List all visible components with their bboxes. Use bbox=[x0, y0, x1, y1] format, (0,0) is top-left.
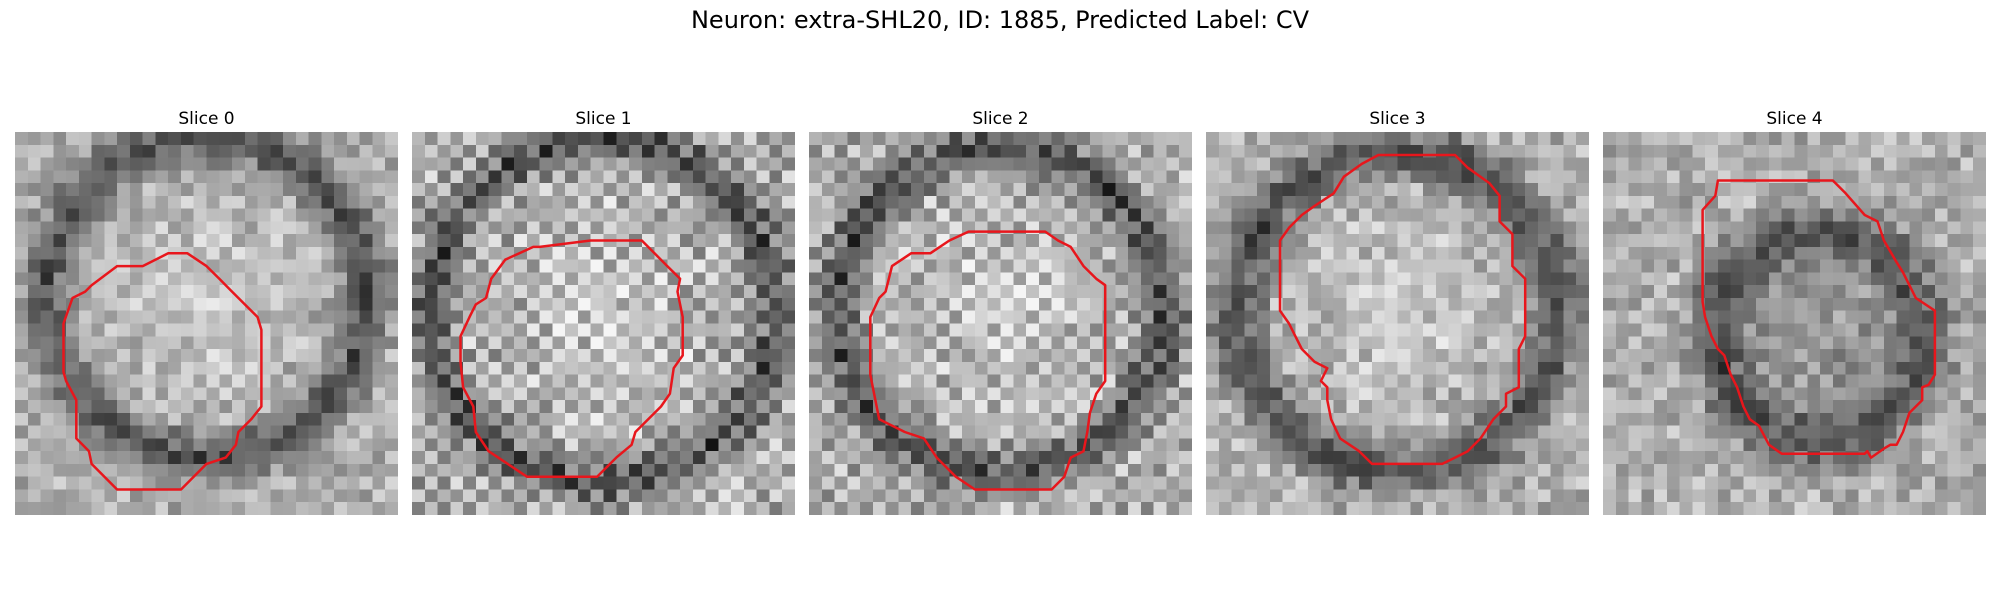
slice-title: Slice 2 bbox=[972, 109, 1029, 129]
slice-panel-3: Slice 3 bbox=[1206, 106, 1589, 515]
slice-image bbox=[809, 132, 1192, 515]
slice-panel-0: Slice 0 bbox=[15, 106, 398, 515]
slice-title: Slice 4 bbox=[1766, 109, 1823, 129]
slice-image bbox=[15, 132, 398, 515]
slice-title: Slice 0 bbox=[178, 109, 235, 129]
segmentation-contour bbox=[459, 239, 684, 478]
segmentation-contour bbox=[1278, 153, 1527, 466]
slice-title: Slice 1 bbox=[575, 109, 632, 129]
segmentation-contour bbox=[62, 252, 263, 491]
slice-image bbox=[412, 132, 795, 515]
slice-title: Slice 3 bbox=[1369, 109, 1426, 129]
slice-panel-2: Slice 2 bbox=[809, 106, 1192, 515]
slice-panel-4: Slice 4 bbox=[1603, 106, 1986, 515]
segmentation-contour bbox=[1701, 179, 1937, 459]
slice-panel-1: Slice 1 bbox=[412, 106, 795, 515]
slice-image bbox=[1603, 132, 1986, 515]
segmentation-contour bbox=[869, 230, 1107, 491]
figure-title: Neuron: extra-SHL20, ID: 1885, Predicted… bbox=[690, 6, 1310, 34]
slice-image bbox=[1206, 132, 1589, 515]
